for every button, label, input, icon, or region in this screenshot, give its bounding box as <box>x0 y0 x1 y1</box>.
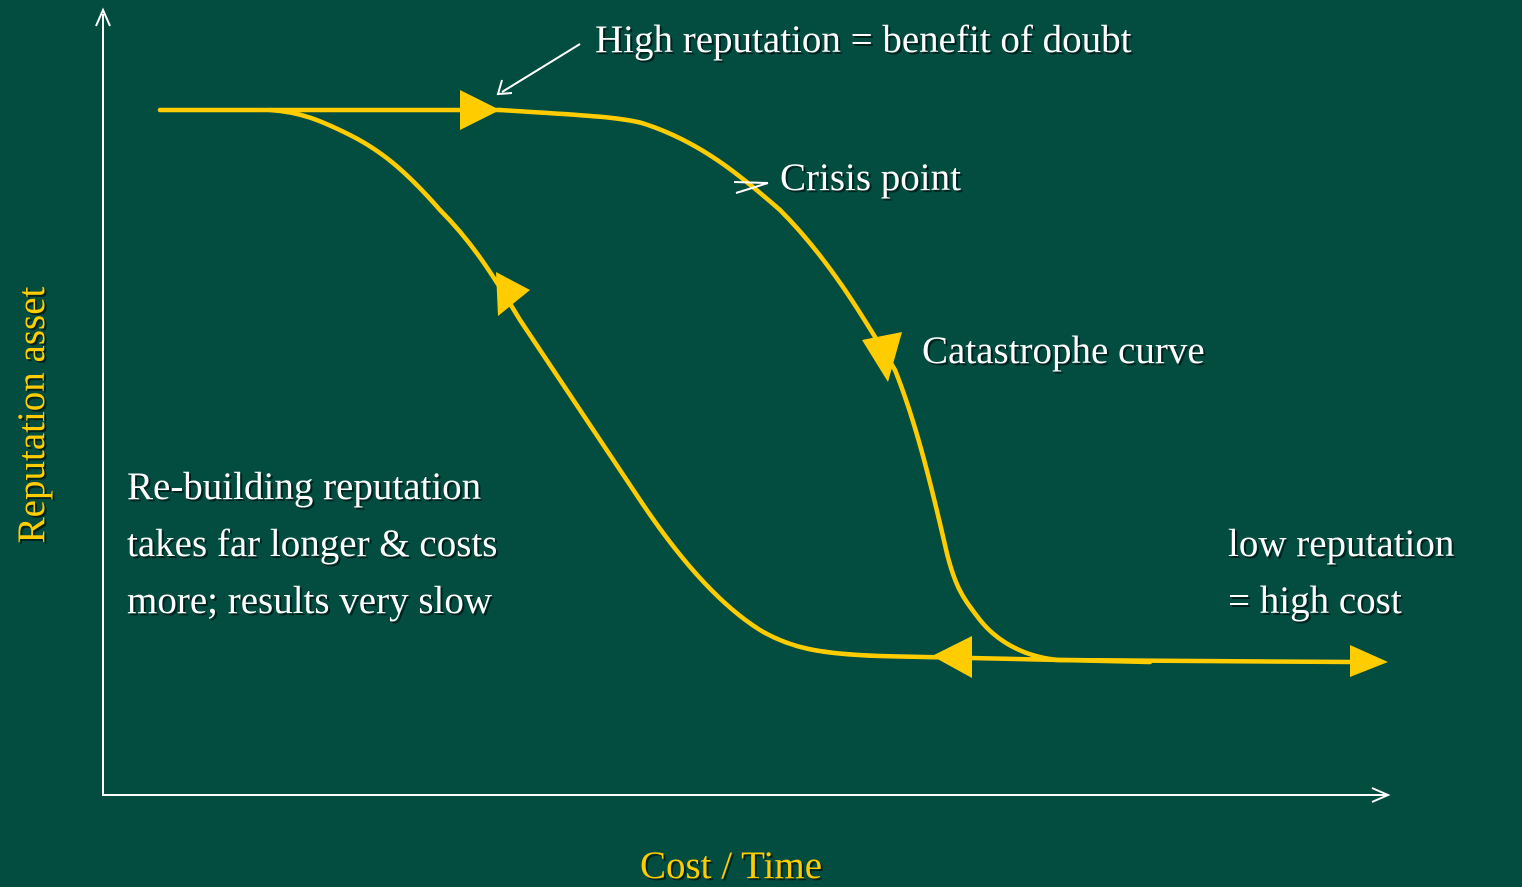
axes <box>95 7 1391 803</box>
arrowhead <box>460 90 500 130</box>
pointer-arrow <box>496 79 513 96</box>
y-axis-arrow <box>95 7 111 27</box>
annotation: Re-building reputation <box>127 465 481 508</box>
annotation: more; results very slow <box>127 579 492 622</box>
annotation: Catastrophe curve <box>922 329 1205 372</box>
x-axis-arrow <box>1371 787 1391 803</box>
annotation: High reputation = benefit of doubt <box>595 18 1132 61</box>
annotation: low reputation <box>1228 522 1454 565</box>
arrowhead <box>932 636 972 678</box>
annotation: takes far longer & costs <box>127 522 497 565</box>
annotation: Crisis point <box>780 156 961 199</box>
y-axis-label: Reputation asset <box>10 286 53 543</box>
arrowhead <box>862 332 902 382</box>
labels: High reputation = benefit of doubt Crisi… <box>10 18 1454 887</box>
x-axis-label: Cost / Time <box>640 844 822 887</box>
curves <box>157 90 1388 678</box>
crisis-pointer <box>733 181 769 194</box>
arrowhead <box>496 272 530 316</box>
rebuilding-curve <box>267 107 1153 665</box>
annotation: = high cost <box>1228 579 1402 622</box>
pointers <box>496 43 769 194</box>
pointer-line <box>501 43 581 93</box>
arrowhead <box>1350 645 1388 677</box>
